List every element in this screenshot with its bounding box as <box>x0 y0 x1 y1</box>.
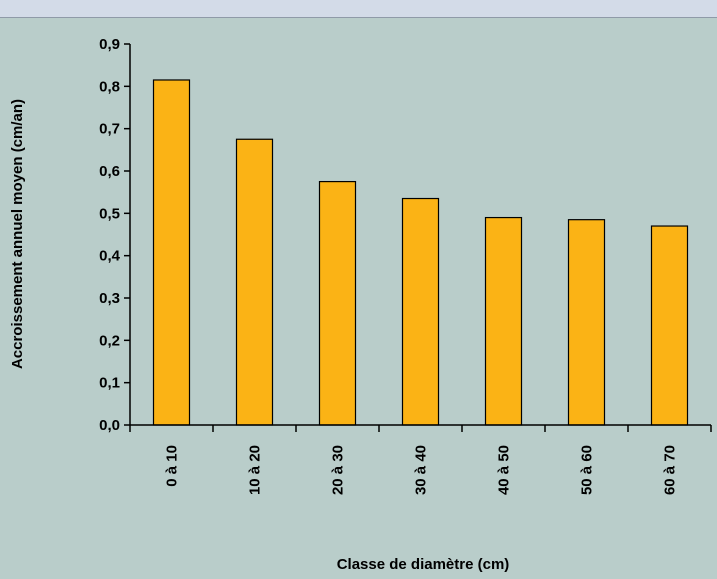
x-ticks-group: 0 à 10 10 à 20 20 à 30 30 à 40 40 à 50 50 à 6… <box>129 425 712 495</box>
bar <box>484 216 523 426</box>
y-ticks-group: 0,0 0,1 0,2 0,3 0,4 0,5 0,6 0,7 0,8 0,9 <box>99 36 130 434</box>
top-band <box>0 0 717 18</box>
y-tick-label: 0,6 <box>99 163 120 180</box>
y-tick-label: 0,9 <box>99 36 120 53</box>
x-axis-title: Classe de diamètre (cm) <box>337 556 510 573</box>
y-tick-label: 0,4 <box>99 248 121 265</box>
y-axis-title: Accroissement annuel moyen (cm/an) <box>9 99 26 369</box>
y-tick-label: 0,8 <box>99 78 120 95</box>
y-tick-label: 0,1 <box>99 375 120 392</box>
x-tick-label: 20 à 30 <box>330 445 347 495</box>
y-tick-label: 0,7 <box>99 121 120 138</box>
y-tick-label: 0,0 <box>99 417 120 434</box>
bars-group <box>152 79 689 426</box>
x-tick-label: 0 à 10 <box>164 445 181 487</box>
y-tick-label: 0,2 <box>99 332 120 349</box>
bar <box>152 79 191 426</box>
y-tick-label: 0,3 <box>99 290 120 307</box>
bar <box>567 219 606 426</box>
y-tick-label: 0,5 <box>99 205 120 222</box>
x-tick-label: 50 à 60 <box>579 445 596 495</box>
bar <box>650 225 689 426</box>
bar <box>401 197 440 426</box>
bar <box>318 180 357 426</box>
x-tick-label: 60 à 70 <box>662 445 679 495</box>
x-tick-label: 10 à 20 <box>247 445 264 495</box>
x-tick-label: 30 à 40 <box>413 445 430 495</box>
x-tick-label: 40 à 50 <box>496 445 513 495</box>
bar <box>235 138 274 426</box>
